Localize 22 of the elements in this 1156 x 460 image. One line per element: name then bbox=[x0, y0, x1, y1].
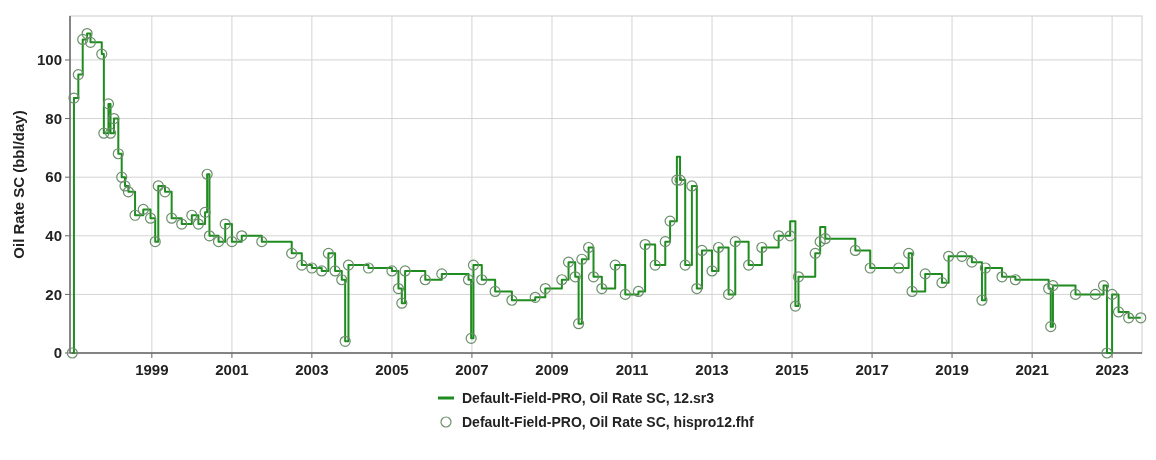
x-tick-label: 2003 bbox=[295, 361, 329, 378]
y-tick-label: 40 bbox=[45, 227, 62, 245]
y-tick-label: 0 bbox=[53, 344, 62, 362]
x-tick-label: 2001 bbox=[215, 361, 249, 378]
x-tick-label: 1999 bbox=[135, 361, 169, 378]
y-tick-label: 60 bbox=[45, 168, 62, 186]
y-tick-label: 100 bbox=[36, 51, 62, 69]
legend-label: Default-Field-PRO, Oil Rate SC, 12.sr3 bbox=[462, 389, 715, 406]
x-tick-label: 2015 bbox=[775, 361, 809, 378]
x-tick-label: 2017 bbox=[855, 361, 889, 378]
x-tick-label: 2021 bbox=[1015, 361, 1049, 378]
x-tick-label: 2009 bbox=[535, 361, 569, 378]
x-tick-label: 2011 bbox=[615, 361, 649, 378]
y-axis-title: Oil Rate SC (bbl/day) bbox=[10, 110, 27, 259]
y-tick-label: 80 bbox=[45, 109, 62, 127]
y-tick-label: 20 bbox=[45, 285, 62, 303]
x-tick-label: 2007 bbox=[455, 361, 489, 378]
legend-label: Default-Field-PRO, Oil Rate SC, hispro12.fhf bbox=[462, 413, 755, 430]
x-tick-label: 2013 bbox=[695, 361, 729, 378]
x-tick-label: 2005 bbox=[375, 361, 409, 378]
x-tick-label: 2019 bbox=[935, 361, 969, 378]
x-tick-label: 2023 bbox=[1095, 361, 1129, 378]
